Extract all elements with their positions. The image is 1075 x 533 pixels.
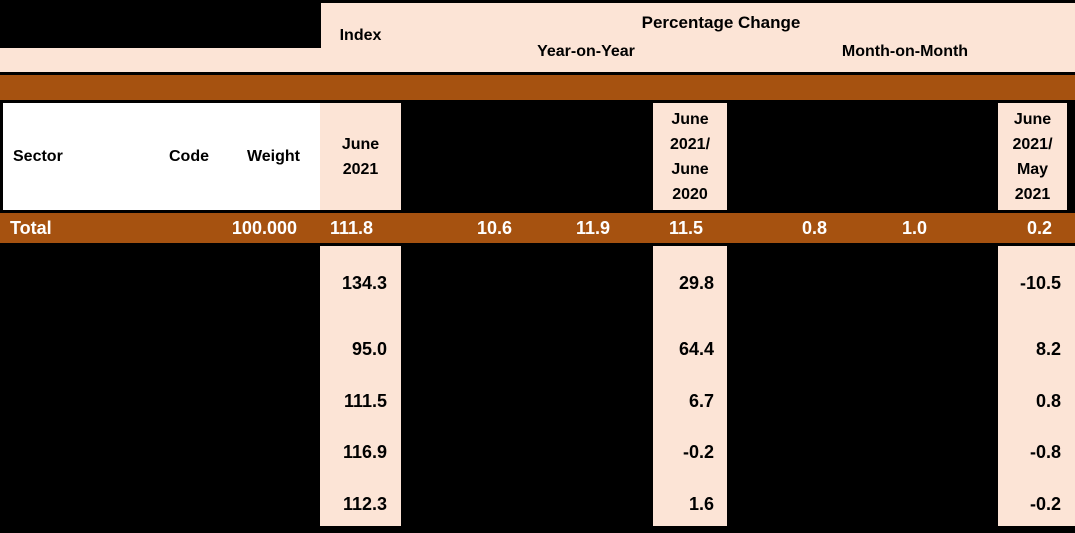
mom-value: 8.2 bbox=[1035, 339, 1061, 359]
divider-line bbox=[0, 100, 1075, 103]
yoy-period-line: June bbox=[671, 160, 709, 178]
index-value: 111.5 bbox=[343, 391, 387, 411]
mom-period-line: 2021/ bbox=[1012, 135, 1053, 153]
total-mom-value-3: 0.2 bbox=[1026, 218, 1052, 238]
divider-line bbox=[0, 210, 1075, 213]
index-value: 134.3 bbox=[341, 273, 387, 293]
total-yoy-value-1: 10.6 bbox=[476, 218, 512, 238]
weight-column-header: Weight bbox=[246, 148, 300, 165]
column-header-left-area: Sector Code Weight bbox=[3, 103, 320, 210]
redaction-header-right-sliver bbox=[1067, 103, 1075, 210]
table-top-border bbox=[0, 0, 1075, 3]
redaction-header-middle-right bbox=[727, 103, 998, 210]
index-data-column: 134.3 95.0 111.5 116.9 112.3 bbox=[320, 246, 401, 526]
mom-value: 0.8 bbox=[1035, 391, 1061, 411]
mom-data-column: -10.5 8.2 0.8 -0.8 -0.2 bbox=[998, 246, 1075, 526]
yoy-value: 1.6 bbox=[688, 494, 714, 514]
column-header-row: Sector Code Weight June 2021 June 2021/ … bbox=[0, 103, 1075, 210]
total-mom-value-2: 1.0 bbox=[901, 218, 927, 238]
year-on-year-group-header: Year-on-Year bbox=[537, 43, 635, 60]
redaction-box-top-left bbox=[0, 0, 321, 48]
redacted-data-area: 134.3 95.0 111.5 116.9 112.3 29.8 64.4 6… bbox=[0, 243, 1075, 533]
yoy-period-line: 2020 bbox=[672, 185, 708, 203]
orange-divider-band bbox=[0, 75, 1075, 100]
yoy-data-column: 29.8 64.4 6.7 -0.2 1.6 bbox=[653, 246, 727, 526]
yoy-period-line: 2021/ bbox=[669, 135, 711, 153]
percentage-change-group-header: Percentage Change bbox=[641, 13, 801, 32]
mom-period-line: 2021 bbox=[1014, 185, 1051, 203]
month-on-month-group-header: Month-on-Month bbox=[841, 43, 969, 60]
yoy-period-header: June 2021/ June 2020 bbox=[653, 103, 727, 210]
index-value: 116.9 bbox=[342, 442, 387, 462]
divider-line bbox=[0, 72, 1075, 75]
mom-value: -10.5 bbox=[1019, 273, 1061, 293]
index-period-header: June 2021 bbox=[320, 103, 401, 210]
yoy-value: -0.2 bbox=[682, 442, 714, 462]
total-yoy-value-3: 11.5 bbox=[668, 218, 703, 238]
index-group-header: Index bbox=[339, 27, 382, 44]
sector-column-header: Sector bbox=[13, 148, 63, 165]
total-label: Total bbox=[10, 218, 52, 238]
total-weight-value: 100.000 bbox=[231, 218, 297, 238]
redaction-header-middle-left bbox=[401, 103, 653, 210]
total-row: Total 100.000 111.8 10.6 11.9 11.5 0.8 1… bbox=[0, 213, 1075, 243]
index-period-line: June bbox=[341, 135, 380, 153]
yoy-value: 6.7 bbox=[688, 391, 714, 411]
yoy-value: 64.4 bbox=[678, 339, 714, 359]
code-column-header: Code bbox=[169, 148, 209, 165]
yoy-value: 29.8 bbox=[678, 273, 714, 293]
index-value: 95.0 bbox=[351, 339, 387, 359]
total-index-value: 111.8 bbox=[329, 218, 373, 238]
total-mom-value-1: 0.8 bbox=[801, 218, 827, 238]
total-yoy-value-2: 11.9 bbox=[575, 218, 610, 238]
mom-period-line: June bbox=[1013, 110, 1052, 128]
index-period-line: 2021 bbox=[342, 160, 379, 178]
index-value: 112.3 bbox=[342, 494, 387, 514]
mom-value: -0.8 bbox=[1029, 442, 1061, 462]
yoy-period-line: June bbox=[671, 110, 709, 128]
mom-period-line: May bbox=[1016, 160, 1049, 178]
mom-period-header: June 2021/ May 2021 bbox=[998, 103, 1067, 210]
mom-value: -0.2 bbox=[1029, 494, 1061, 514]
